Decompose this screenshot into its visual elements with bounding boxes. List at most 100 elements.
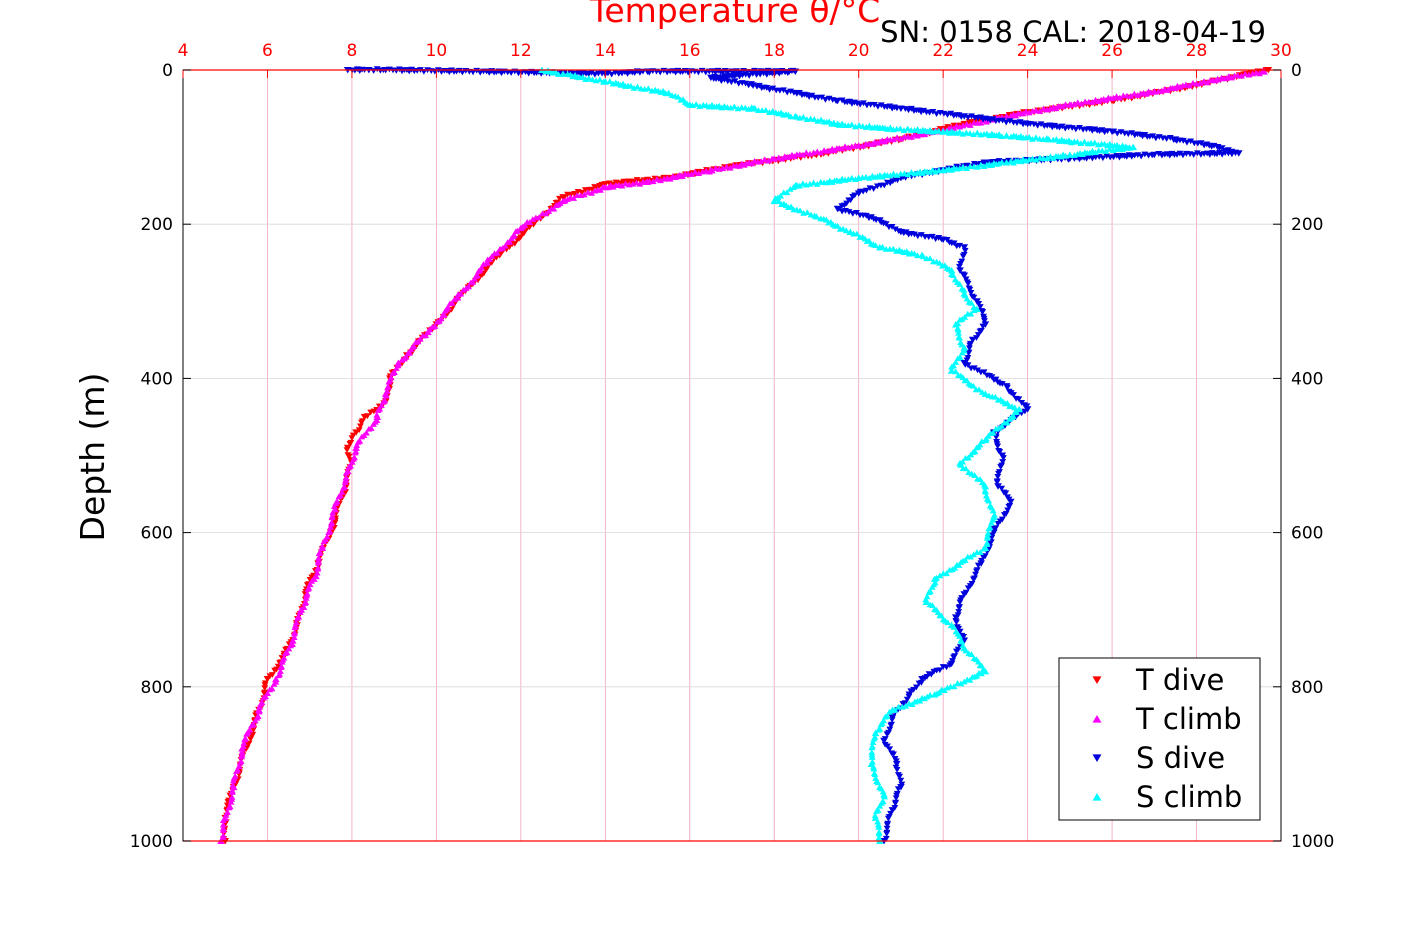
data-point bbox=[944, 124, 952, 130]
data-point bbox=[581, 187, 589, 194]
data-point bbox=[973, 335, 980, 341]
data-point bbox=[866, 185, 874, 192]
data-point bbox=[389, 370, 397, 376]
data-point bbox=[959, 253, 967, 260]
x-tick-label: 10 bbox=[426, 41, 448, 61]
data-point bbox=[1091, 139, 1099, 146]
data-point bbox=[969, 382, 977, 389]
data-point bbox=[274, 663, 282, 670]
legend-label: S dive bbox=[1136, 741, 1225, 775]
data-point bbox=[270, 680, 278, 687]
data-point bbox=[731, 78, 739, 85]
data-point bbox=[460, 286, 467, 293]
data-point bbox=[1182, 150, 1190, 157]
data-point bbox=[751, 158, 758, 164]
data-point bbox=[870, 102, 878, 108]
data-point bbox=[970, 365, 978, 372]
data-point bbox=[775, 154, 783, 161]
data-point bbox=[948, 363, 956, 370]
data-point bbox=[960, 244, 969, 251]
data-point bbox=[848, 121, 856, 128]
data-point bbox=[895, 703, 902, 710]
data-point bbox=[879, 243, 886, 250]
data-point bbox=[956, 316, 964, 323]
data-point bbox=[950, 240, 958, 247]
data-point bbox=[1004, 384, 1011, 391]
data-point bbox=[842, 227, 850, 234]
data-point bbox=[517, 224, 525, 232]
data-point bbox=[813, 148, 821, 155]
data-point bbox=[1028, 135, 1036, 142]
data-point bbox=[967, 290, 975, 296]
data-point bbox=[966, 163, 974, 170]
data-point bbox=[766, 70, 774, 76]
data-point bbox=[994, 520, 1002, 527]
data-point bbox=[539, 210, 546, 217]
data-point bbox=[988, 534, 996, 541]
data-point bbox=[962, 465, 970, 472]
data-point bbox=[981, 482, 990, 490]
data-point bbox=[881, 793, 888, 800]
data-point bbox=[999, 459, 1007, 465]
data-point bbox=[920, 107, 928, 114]
data-point bbox=[907, 688, 915, 695]
data-point bbox=[606, 78, 614, 84]
y-tick-label-left: 0 bbox=[162, 61, 173, 81]
data-point bbox=[790, 184, 797, 191]
data-point bbox=[291, 624, 299, 631]
data-point bbox=[1119, 92, 1127, 99]
data-point bbox=[990, 526, 998, 532]
data-point bbox=[721, 76, 728, 83]
data-point bbox=[891, 800, 899, 807]
data-point bbox=[1000, 512, 1008, 518]
data-point bbox=[961, 247, 969, 254]
x-tick-label: 8 bbox=[347, 41, 358, 61]
data-point bbox=[261, 682, 269, 688]
data-point bbox=[289, 637, 297, 644]
data-point bbox=[637, 178, 644, 185]
data-point bbox=[1006, 498, 1015, 506]
data-point bbox=[454, 291, 462, 297]
data-point bbox=[1074, 99, 1082, 106]
data-point bbox=[325, 529, 333, 535]
data-point bbox=[345, 463, 353, 470]
data-point bbox=[645, 69, 653, 76]
data-point bbox=[712, 165, 720, 171]
data-point bbox=[351, 449, 359, 456]
data-point bbox=[883, 831, 891, 837]
data-point bbox=[933, 111, 940, 117]
data-point bbox=[967, 299, 975, 306]
data-point bbox=[585, 75, 593, 81]
data-point bbox=[808, 92, 816, 99]
data-point bbox=[882, 221, 890, 228]
series-t-climb bbox=[217, 68, 1268, 845]
data-point bbox=[633, 179, 640, 186]
data-point bbox=[874, 103, 882, 110]
data-point bbox=[897, 777, 905, 784]
grid-lines bbox=[182, 69, 1282, 842]
data-point bbox=[884, 126, 891, 132]
data-point bbox=[967, 451, 975, 458]
data-point bbox=[1141, 151, 1149, 158]
data-point bbox=[968, 113, 975, 120]
data-point bbox=[944, 619, 952, 626]
data-point bbox=[1241, 70, 1249, 77]
data-point bbox=[1029, 107, 1037, 114]
data-point bbox=[928, 233, 936, 240]
data-point bbox=[1077, 140, 1085, 147]
y-tick-label-left: 600 bbox=[141, 524, 173, 544]
data-point bbox=[987, 519, 995, 526]
data-point bbox=[320, 538, 328, 545]
data-point bbox=[989, 507, 997, 514]
data-point bbox=[985, 525, 993, 532]
data-point bbox=[860, 100, 867, 107]
data-point bbox=[922, 598, 931, 606]
data-point bbox=[958, 638, 966, 645]
data-point bbox=[914, 233, 922, 240]
data-point bbox=[588, 69, 596, 76]
x-tick-label: 12 bbox=[510, 41, 532, 61]
data-point bbox=[1103, 153, 1111, 160]
data-point bbox=[893, 134, 901, 141]
y-tick-label-left: 1000 bbox=[130, 832, 173, 852]
data-point bbox=[908, 169, 915, 176]
